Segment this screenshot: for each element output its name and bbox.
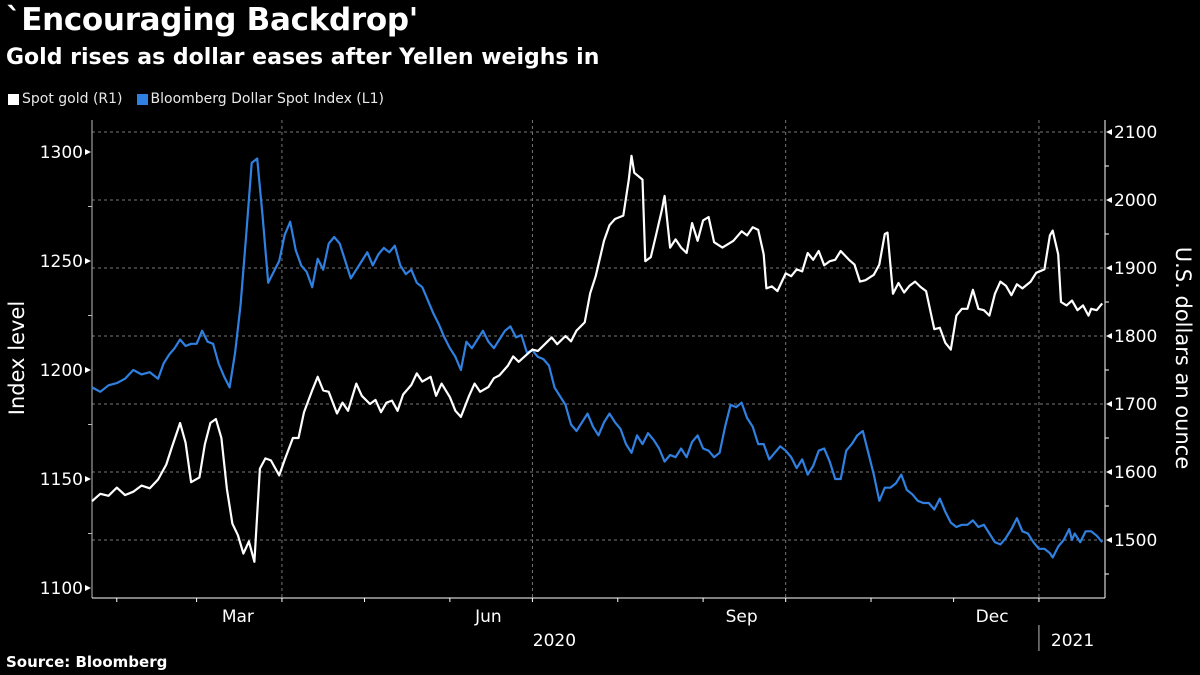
x-tick-label: Jun [474, 607, 502, 627]
chart-title: `Encouraging Backdrop' [6, 2, 418, 38]
right-tick-label: 1700 [1114, 395, 1157, 415]
axes: 1100 1150 1200 1250 1300 1500 1600 1700 1800 1900… [40, 120, 1157, 651]
left-tick-label: 1150 [40, 470, 83, 490]
series-line-spot-gold [91, 154, 1104, 563]
right-tick-marker [1106, 537, 1112, 543]
legend-swatch-gold [8, 93, 19, 105]
x-tick-label: Sep [726, 607, 758, 627]
right-axis-title: U.S. dollars an ounce [1171, 247, 1195, 469]
legend-item-dollar-index: Bloomberg Dollar Spot Index (L1) [136, 91, 384, 107]
x-tick-label: Mar [222, 607, 254, 627]
left-tick-marker [85, 476, 91, 482]
right-tick-label: 1600 [1114, 463, 1157, 483]
left-axis-title: Index level [5, 301, 29, 415]
right-tick-label: 1500 [1114, 531, 1157, 551]
left-tick-marker [85, 258, 91, 264]
right-tick-marker [1106, 469, 1112, 475]
series-line-dollar-index [91, 157, 1104, 559]
source-note: Source: Bloomberg [6, 653, 168, 671]
right-tick-label: 2100 [1114, 123, 1157, 143]
legend-label-gold: Spot gold (R1) [22, 91, 123, 107]
legend-swatch-dollar-index [136, 93, 148, 105]
right-tick-marker [1106, 265, 1112, 271]
legend: Spot gold (R1) Bloomberg Dollar Spot Ind… [8, 91, 398, 107]
gridlines [92, 120, 1105, 598]
left-tick-marker [85, 367, 91, 373]
left-tick-label: 1300 [40, 143, 83, 163]
right-tick-marker [1106, 401, 1112, 407]
right-tick-label: 1900 [1114, 259, 1157, 279]
right-tick-marker [1106, 333, 1112, 339]
series-lines [91, 154, 1104, 563]
x-year-label: 2021 [1051, 631, 1094, 651]
right-tick-label: 1800 [1114, 327, 1157, 347]
left-tick-marker [85, 149, 91, 155]
left-tick-label: 1200 [40, 361, 83, 381]
left-tick-marker [85, 585, 91, 591]
x-tick-label: Dec [976, 607, 1009, 627]
legend-item-gold: Spot gold (R1) [8, 91, 123, 107]
chart-subtitle: Gold rises as dollar eases after Yellen … [6, 45, 600, 70]
x-year-label: 2020 [533, 631, 576, 651]
right-tick-marker [1106, 197, 1112, 203]
left-tick-label: 1250 [40, 252, 83, 272]
right-tick-marker [1106, 129, 1112, 135]
left-tick-label: 1100 [40, 579, 83, 599]
right-tick-label: 2000 [1114, 191, 1157, 211]
legend-label-dollar-index: Bloomberg Dollar Spot Index (L1) [150, 91, 384, 107]
